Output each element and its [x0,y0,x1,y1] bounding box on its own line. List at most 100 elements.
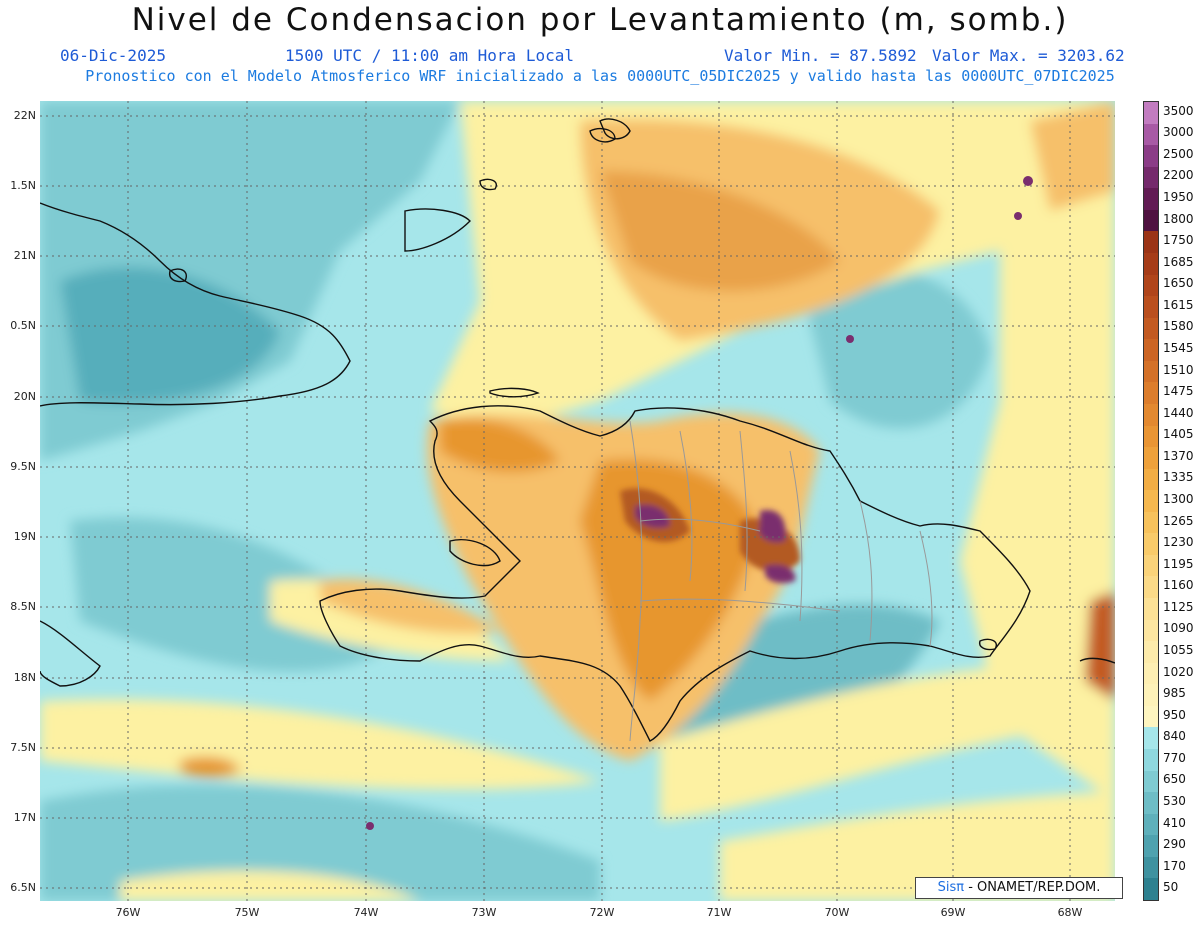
legend-swatch [1144,425,1158,448]
lon-label: 69W [940,906,966,919]
legend-label: 1300 [1163,492,1194,506]
legend-label: 1265 [1163,513,1194,528]
legend-label: 3500 [1163,103,1194,118]
legend-swatch [1144,749,1158,772]
hispaniola-coast [319,405,1031,742]
legend-swatch [1144,296,1158,319]
legend-label: 1545 [1163,341,1194,356]
legend-label: 1475 [1163,384,1194,399]
legend-swatch [1144,835,1158,858]
color-legend [1143,101,1159,901]
legend-swatch [1144,576,1158,599]
lat-label: 21N [13,249,36,262]
legend-swatch [1144,403,1158,426]
legend-swatch [1144,511,1158,534]
legend-label: 1510 [1163,362,1194,377]
legend-label: 410 [1163,815,1186,830]
legend-swatch [1144,188,1158,211]
legend-swatch [1144,317,1158,340]
graticule [40,101,1115,901]
legend-swatch [1144,770,1158,793]
bahamas-island [168,268,187,283]
legend-label: 1580 [1163,319,1194,334]
tortuga-island [489,387,540,398]
legend-label: 985 [1163,686,1186,701]
legend-swatch [1144,231,1158,254]
legend-label: 650 [1163,772,1186,787]
legend-swatch [1144,102,1158,125]
lat-label: 17N [13,811,36,824]
legend-label: 1800 [1163,211,1194,226]
forecast-time: 1500 UTC / 11:00 am Hora Local [285,46,574,65]
lat-label: 18N [13,671,36,684]
legend-label: 1055 [1163,642,1194,657]
condensation-field [40,101,1115,901]
bahamas-island [599,118,631,140]
lat-label: 0.5N [10,319,36,332]
legend-label: 1440 [1163,405,1194,420]
coastlines [40,118,1115,742]
legend-swatch [1144,554,1158,577]
legend-label: 3000 [1163,125,1194,140]
legend-label: 1090 [1163,621,1194,636]
legend-swatch [1144,533,1158,556]
lon-label: 72W [589,906,615,919]
legend-label: 1370 [1163,448,1194,463]
legend-label: 950 [1163,707,1186,722]
legend-swatch [1144,662,1158,685]
legend-label: 1125 [1163,599,1194,614]
lon-label: 68W [1057,906,1083,919]
lat-label: 8.5N [10,600,36,613]
legend-swatch [1144,274,1158,297]
lon-label: 70W [824,906,850,919]
map-canvas [40,101,1115,901]
lon-label: 75W [234,906,260,919]
legend-label: 1750 [1163,233,1194,248]
legend-swatch [1144,468,1158,491]
legend-label: 2500 [1163,146,1194,161]
legend-label: 530 [1163,793,1186,808]
legend-swatch [1144,856,1158,879]
legend-swatch [1144,339,1158,362]
legend-label: 1020 [1163,664,1194,679]
turks-island [589,127,616,143]
legend-label: 290 [1163,837,1186,852]
lon-label: 73W [471,906,497,919]
legend-swatch [1144,252,1158,276]
legend-label: 50 [1163,880,1179,895]
province-boundaries [629,420,933,742]
lat-label: 22N [13,109,36,122]
legend-label: 170 [1163,858,1186,873]
legend-label: 1950 [1163,190,1194,205]
legend-label: 1160 [1163,578,1194,593]
min-value: Valor Min. = 87.5892 [724,46,917,65]
map-title: Nivel de Condensacion por Levantamiento … [131,2,1069,38]
legend-swatch [1144,684,1158,707]
model-info: Pronostico con el Modelo Atmosferico WRF… [85,67,1115,85]
legend-swatch [1144,145,1158,168]
legend-label: 1685 [1163,254,1194,269]
legend-label: 1195 [1163,556,1194,571]
legend-swatch [1144,727,1158,750]
credit-text: - ONAMET/REP.DOM. [964,880,1101,895]
bahamas-island [404,208,471,252]
legend-label: 1335 [1163,470,1194,485]
lat-label: 7.5N [10,741,36,754]
gonave-island [449,539,501,567]
high-value-spot [1014,212,1022,220]
lat-label: 20N [13,390,36,403]
high-value-spot [366,822,374,830]
legend-label: 840 [1163,729,1186,744]
legend-swatch [1144,360,1158,383]
forecast-date: 06-Dic-2025 [60,46,166,65]
legend-swatch [1144,641,1158,664]
legend-swatch [1144,813,1158,836]
lat-label: 9.5N [10,460,36,473]
legend-swatch [1144,166,1158,189]
credit-box: Sisπ - ONAMET/REP.DOM. [915,877,1123,899]
legend-label: 2200 [1163,168,1194,183]
legend-swatch [1144,792,1158,815]
mona-island [978,638,997,651]
cuba-coast [40,202,351,407]
legend-swatch [1144,209,1158,232]
